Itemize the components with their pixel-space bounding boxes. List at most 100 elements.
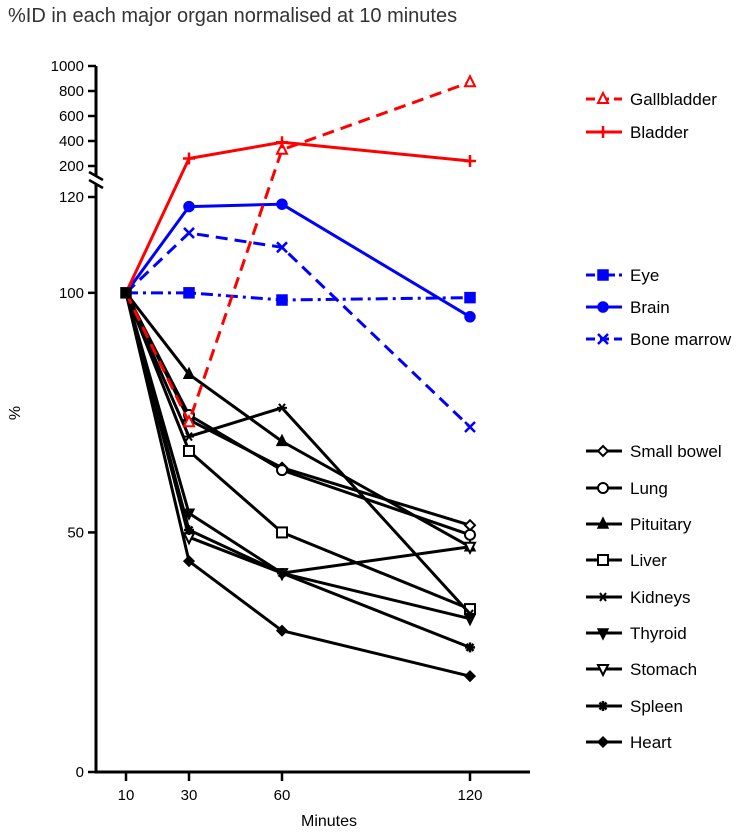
series-line-eye: [126, 291, 471, 302]
y-tick-label: 50: [67, 524, 84, 541]
data-point-kidneys: [184, 431, 194, 442]
legend-item-bladder: Bladder: [586, 123, 689, 142]
series-bone-marrow: [124, 227, 476, 433]
y-tick-label: 1000: [51, 58, 84, 75]
data-point-lung: [464, 528, 476, 541]
legend-label: Stomach: [630, 660, 697, 679]
legend-marker: [596, 628, 610, 641]
y-tick-label: 100: [59, 285, 84, 302]
legend-label: Bladder: [630, 123, 689, 142]
y-tick-label: 0: [76, 764, 84, 781]
series-line-bone-marrow: [124, 231, 472, 429]
legend-item-bone-marrow: Bone marrow: [586, 330, 732, 349]
chart-title: %ID in each major organ normalised at 10…: [8, 5, 457, 27]
series-brain: [124, 198, 476, 323]
legend-marker: [597, 482, 609, 494]
legend-label: Thyroid: [630, 624, 687, 643]
legend-marker: [598, 592, 608, 602]
y-axis-break-mark: [88, 170, 104, 182]
legend-item-liver: Liver: [586, 551, 667, 570]
series-kidneys: [124, 292, 475, 619]
data-point-brain: [464, 311, 476, 323]
legend-item-lung: Lung: [586, 479, 668, 498]
legend-item-stomach: Stomach: [586, 660, 697, 679]
data-point-liver: [276, 526, 288, 539]
series-line-bladder: [124, 140, 471, 294]
data-point-thyroid: [182, 508, 196, 521]
data-point-lung: [276, 464, 288, 477]
legend-label: Bone marrow: [630, 330, 732, 349]
data-point-heart: [275, 624, 289, 637]
series-line-lung: [124, 292, 471, 537]
legend-item-eye: Eye: [586, 266, 659, 285]
data-point-brain: [183, 200, 195, 213]
series-heart: [124, 292, 477, 683]
legend-item-spleen: Spleen: [586, 697, 683, 716]
data-point-liver: [183, 444, 195, 457]
legend-label: Pituitary: [630, 515, 692, 534]
series-gallbladder: [124, 74, 477, 428]
data-point-thyroid: [463, 613, 477, 627]
y-ticks: 0 50 100 120 200 400 600 800 1000: [51, 58, 96, 781]
data-point-bladder: [183, 152, 195, 165]
x-tick-label: 30: [181, 787, 198, 804]
series-layer: [120, 74, 477, 683]
series-line-thyroid: [124, 292, 471, 621]
series-line-spleen: [124, 292, 471, 649]
legend-label: Eye: [630, 266, 659, 285]
data-point-eye: [276, 294, 288, 306]
legend-label: Heart: [630, 733, 672, 752]
series-lung: [124, 292, 476, 541]
legend-marker: [596, 444, 610, 458]
data-point-bone-marrow: [276, 241, 288, 254]
legend-marker: [597, 554, 609, 566]
series-bladder: [124, 136, 476, 294]
data-point-small-bowel: [463, 518, 477, 532]
legend-marker: [598, 701, 608, 711]
x-ticks: 10 30 60 120: [118, 772, 483, 804]
series-line-pituitary: [124, 291, 471, 549]
y-axis-label: %: [7, 406, 24, 420]
data-point-eye: [183, 287, 195, 299]
series-liver: [124, 292, 476, 616]
data-point-pituitary: [182, 366, 196, 380]
legend-marker: [596, 90, 610, 104]
legend-marker: [597, 333, 609, 345]
x-tick-label: 120: [457, 787, 482, 804]
y-tick-label: 200: [59, 158, 84, 175]
data-point-gallbladder: [275, 141, 289, 155]
data-point-brain: [276, 198, 288, 210]
y-tick-label: 400: [59, 133, 84, 150]
y-tick-label: 120: [59, 189, 84, 206]
legend-item-kidneys: Kidneys: [586, 588, 690, 607]
data-point-bone-marrow: [464, 421, 476, 433]
legend-item-gallbladder: Gallbladder: [586, 90, 717, 109]
series-thyroid: [124, 292, 477, 627]
data-point-gallbladder: [182, 413, 196, 428]
data-point-kidneys: [277, 403, 287, 413]
series-line-kidneys: [124, 292, 472, 615]
legend-item-heart: Heart: [586, 733, 672, 752]
series-eye: [126, 287, 476, 306]
legend-label: Brain: [630, 298, 670, 317]
data-point-spleen: [465, 642, 475, 653]
data-point-bladder: [276, 136, 288, 149]
series-line-heart: [124, 292, 471, 678]
legend-label: Kidneys: [630, 588, 690, 607]
data-point-spleen: [277, 568, 287, 579]
series-line-liver: [124, 292, 471, 611]
legend-marker: [596, 664, 610, 678]
legend: Gallbladder Bladder Eye Brain Bone marrow Sma…: [586, 90, 732, 752]
series-line-gallbladder: [124, 80, 471, 424]
legend-marker: [596, 516, 610, 529]
axes: [88, 66, 530, 774]
x-tick-label: 60: [274, 787, 291, 804]
series-line-brain: [124, 202, 471, 319]
legend-label: Gallbladder: [630, 90, 717, 109]
data-point-bone-marrow: [183, 227, 195, 239]
y-tick-label: 600: [59, 108, 84, 125]
y-tick-label: 800: [59, 83, 84, 100]
series-stomach: [124, 292, 477, 582]
data-point-spleen: [184, 525, 194, 536]
legend-label: Small bowel: [630, 442, 722, 461]
